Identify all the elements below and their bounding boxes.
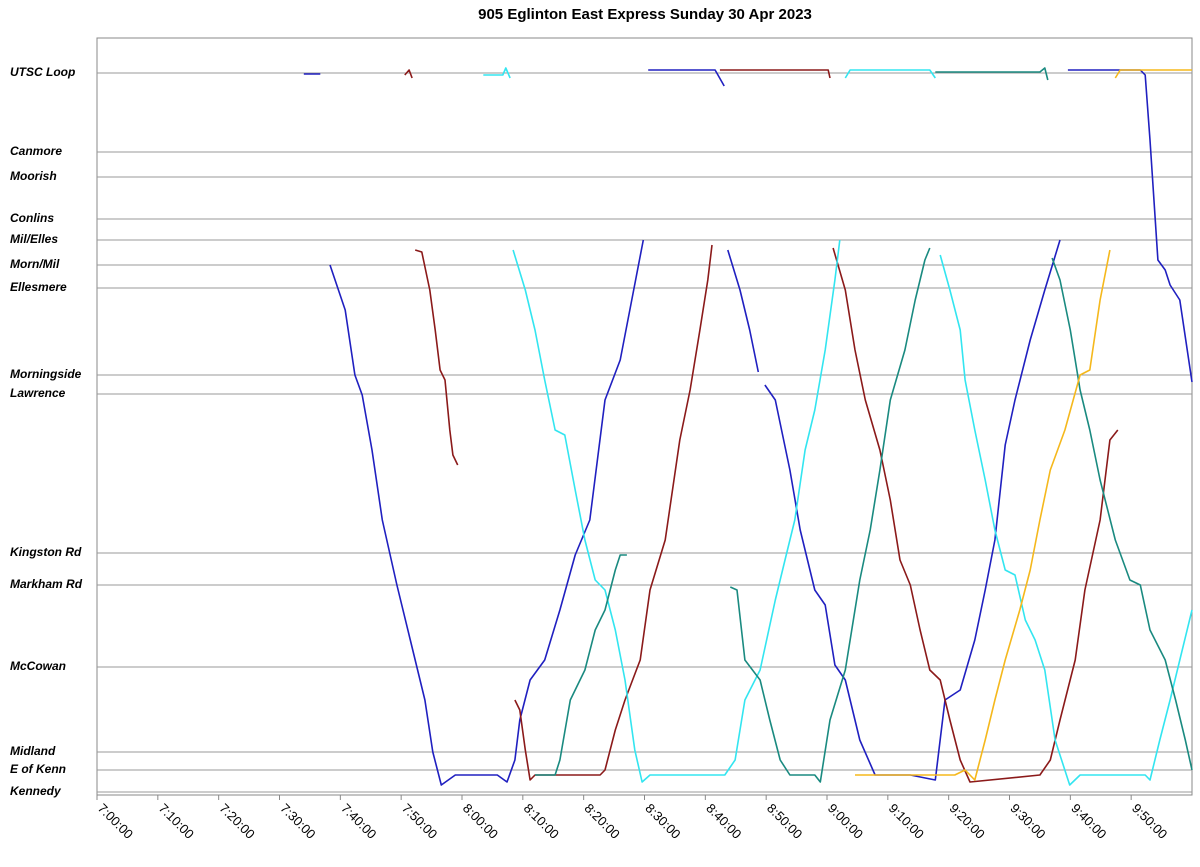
y-tick-label: McCowan <box>10 659 66 673</box>
x-tick-label: 9:10:00 <box>886 801 927 842</box>
y-tick-label: Mil/Elles <box>10 232 58 246</box>
x-tick-label: 9:40:00 <box>1068 801 1109 842</box>
y-tick-label: Canmore <box>10 144 62 158</box>
chart-title: 905 Eglinton East Express Sunday 30 Apr … <box>478 6 812 23</box>
x-tick-label: 7:20:00 <box>217 801 258 842</box>
y-tick-label: Lawrence <box>10 386 66 400</box>
trip-line <box>855 69 1192 781</box>
y-tick-label: E of Kenn <box>10 762 66 776</box>
y-tick-label: UTSC Loop <box>10 65 75 79</box>
trip-line <box>483 67 1193 786</box>
x-tick-label: 9:00:00 <box>825 801 866 842</box>
x-tick-label: 9:50:00 <box>1129 801 1170 842</box>
y-tick-label: Morningside <box>10 367 82 381</box>
x-tick-label: 8:20:00 <box>582 801 623 842</box>
y-tick-label: Kingston Rd <box>10 545 82 559</box>
trip-line <box>535 67 1193 783</box>
y-tick-label: Conlins <box>10 211 54 225</box>
y-tick-label: Moorish <box>10 169 57 183</box>
x-tick-label: 7:50:00 <box>399 801 440 842</box>
trip-line <box>303 69 1193 786</box>
y-tick-label: Markham Rd <box>10 577 83 591</box>
x-tick-label: 7:30:00 <box>277 801 318 842</box>
trip-line <box>404 69 1119 783</box>
x-tick-label: 8:50:00 <box>764 801 805 842</box>
x-tick-label: 9:30:00 <box>1007 801 1048 842</box>
x-tick-label: 8:40:00 <box>703 801 744 842</box>
y-tick-label: Morn/Mil <box>10 257 60 271</box>
y-tick-label: Kennedy <box>10 784 62 798</box>
x-tick-label: 7:00:00 <box>95 801 136 842</box>
x-tick-label: 9:20:00 <box>947 801 988 842</box>
x-tick-label: 7:40:00 <box>338 801 379 842</box>
x-tick-label: 8:00:00 <box>460 801 501 842</box>
y-tick-label: Ellesmere <box>10 280 67 294</box>
x-tick-label: 8:10:00 <box>521 801 562 842</box>
x-tick-label: 8:30:00 <box>642 801 683 842</box>
x-tick-label: 7:10:00 <box>156 801 197 842</box>
y-tick-label: Midland <box>10 744 56 758</box>
